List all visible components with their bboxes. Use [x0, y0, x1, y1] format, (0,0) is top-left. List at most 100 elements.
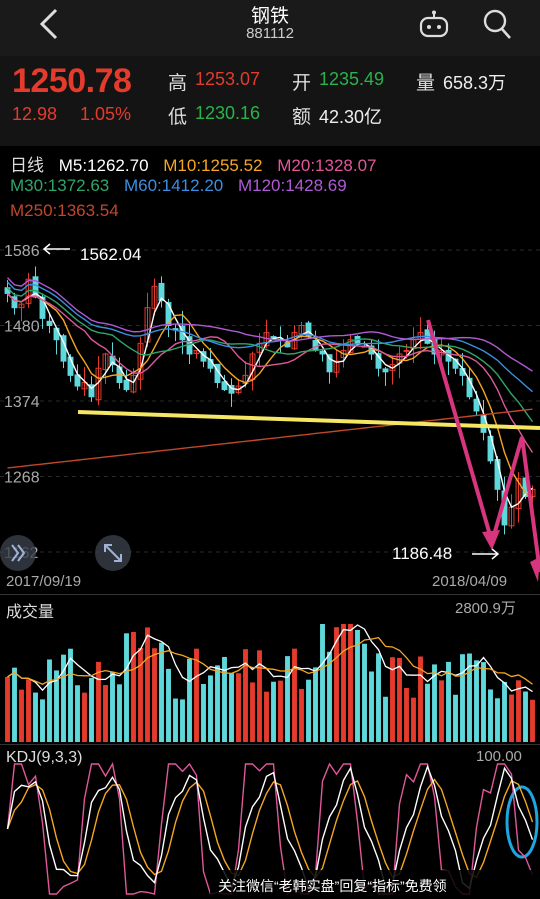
volume-bar [131, 631, 136, 742]
candle-body [326, 354, 333, 373]
candle-body [102, 353, 109, 371]
robot-icon[interactable] [418, 10, 450, 40]
y-tick-label: 1586 [4, 243, 40, 260]
search-icon[interactable] [482, 8, 512, 40]
min-price-label: 1186.48 [392, 544, 452, 563]
ma-row-2: M30:1372.63 M60:1412.20 M120:1428.69 [10, 176, 357, 196]
volume-bar [222, 656, 227, 742]
high-label: 高 [168, 73, 188, 94]
candle-body [81, 381, 88, 390]
volume-bar [495, 698, 500, 742]
candle-body [11, 296, 18, 309]
price-change-percent: 1.05% [80, 104, 132, 124]
open-value: 1235.49 [319, 69, 385, 89]
candle-body [312, 339, 319, 351]
volume-value: 658.3万 [443, 73, 507, 93]
chevron-left-icon[interactable] [34, 4, 64, 44]
volume-bar [208, 675, 213, 742]
volume-bar [411, 697, 416, 742]
volume-bar [75, 685, 80, 742]
volume-bar [383, 696, 388, 742]
volume-bar [348, 624, 353, 742]
volume-bar [194, 648, 199, 742]
ma120-line [7, 277, 533, 372]
volume-bar [187, 658, 192, 742]
volume-bar [264, 691, 269, 742]
volume-bar [397, 657, 402, 742]
volume-bar [82, 692, 87, 742]
candle-body [193, 349, 200, 355]
y-tick-label: 1268 [4, 470, 40, 487]
candle-body [25, 278, 32, 304]
volume-bar [355, 629, 360, 742]
volume-bar [278, 680, 283, 742]
max-price-label: 1562.04 [80, 245, 141, 264]
pink-arrow-head-1 [482, 530, 500, 550]
volume-bar [166, 668, 171, 742]
candle-body [18, 303, 25, 309]
amount-label: 额 [292, 107, 312, 128]
period-label[interactable]: 日线 [10, 156, 44, 175]
volume-bar [19, 689, 24, 742]
pink-arrow-path [426, 319, 540, 573]
open-label: 开 [292, 73, 312, 94]
ma250-value: M250:1363.54 [10, 201, 119, 220]
ma30-value: M30:1372.63 [10, 176, 110, 195]
candle-body [130, 374, 137, 393]
stock-code: 881112 [246, 25, 294, 42]
candle-body [46, 320, 53, 326]
kline-chart[interactable]: 15861480137412681162 1562.04 1186.48 201… [0, 232, 540, 592]
high-value: 1253.07 [195, 69, 261, 89]
candle-body [165, 302, 172, 326]
volume-bar [145, 627, 150, 742]
volume-bar [474, 660, 479, 742]
candle-body [403, 349, 410, 352]
candle-body [298, 325, 305, 335]
kdj-chart[interactable] [0, 744, 540, 899]
volume-bar [285, 656, 290, 742]
date-end-label: 2018/04/09 [432, 573, 507, 590]
volume-bar [502, 681, 507, 742]
watermark-bar [210, 870, 540, 899]
volume-bar [306, 679, 311, 742]
volume-bar [117, 684, 122, 742]
volume-bar [341, 624, 346, 742]
candle-body [123, 379, 130, 391]
candle-body [88, 384, 95, 398]
volume-bar [5, 676, 10, 742]
volume-bar [110, 671, 115, 742]
max-arrow-head-icon [42, 243, 51, 255]
volume-bar [33, 692, 38, 742]
volume-bar [299, 688, 304, 742]
volume-bar [362, 643, 367, 742]
date-start-label: 2017/09/19 [6, 573, 81, 590]
volume-max-label: 2800.9万 [455, 600, 516, 617]
volume-bar [369, 671, 374, 742]
scroll-left-icon[interactable] [0, 535, 36, 571]
volume-bar [229, 672, 234, 742]
last-price: 1250.78 [12, 62, 132, 100]
candle-body [39, 296, 46, 319]
pink-arrow-head-2 [530, 557, 540, 582]
ma-row-3: M250:1363.54 [10, 201, 129, 221]
ma-row-1: 日线 M5:1262.70 M10:1255.52 M20:1328.07 [10, 151, 387, 176]
kdj-d-line [6, 778, 534, 879]
volume-bar [404, 687, 409, 742]
candle-body [515, 478, 522, 509]
volume-chart[interactable] [0, 594, 540, 744]
volume-bar [159, 642, 164, 742]
candle-body [158, 282, 165, 302]
ma10-line [7, 292, 533, 499]
candle-body [375, 353, 382, 369]
volume-bar [334, 627, 339, 742]
volume-bar [61, 654, 66, 742]
volume-bar [523, 691, 528, 742]
volume-panel-title: 成交量 [6, 604, 55, 621]
quote-panel: 1250.78 12.98 1.05% 高 1253.07 开 1235.49 … [0, 56, 540, 146]
volume-bar [215, 665, 220, 742]
expand-icon[interactable] [95, 535, 131, 571]
kdj-highlight-circle [505, 785, 539, 859]
volume-bar [292, 648, 297, 742]
candle-body [382, 368, 389, 373]
volume-bar [327, 651, 332, 742]
